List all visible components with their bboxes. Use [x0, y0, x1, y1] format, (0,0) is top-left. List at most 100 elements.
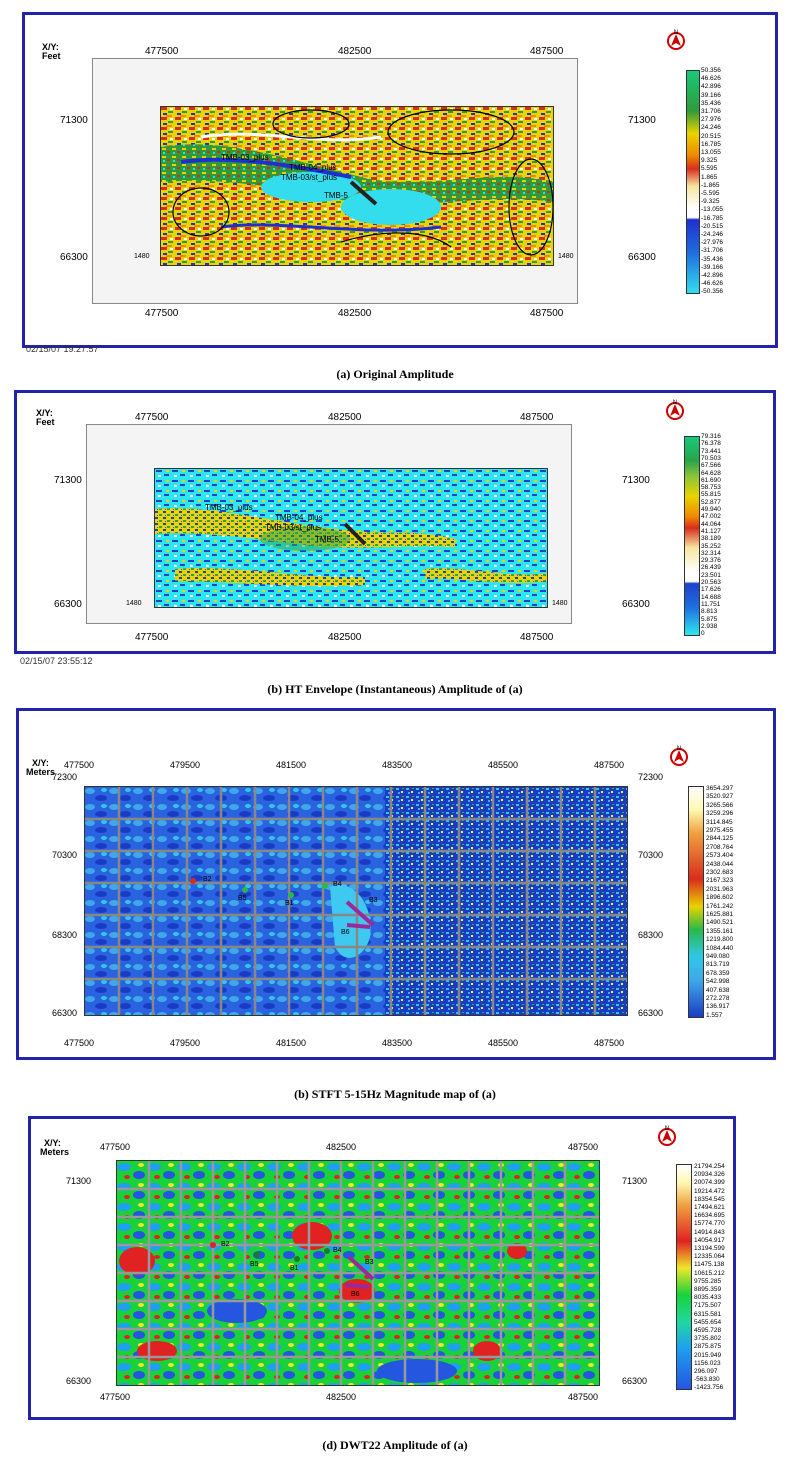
- panel-c-ytick-right-2: 70300: [638, 850, 664, 860]
- svg-text:N: N: [673, 400, 677, 406]
- panel-d-xtick-top-2: 482500: [326, 1142, 357, 1152]
- panel-c-xtick-top-6: 487500: [594, 760, 625, 770]
- panel-b-well-3: TMB-03/st_plus: [265, 523, 322, 532]
- panel-c-xtick-top-2: 479500: [170, 760, 201, 770]
- panel-d-well-5: B3: [365, 1259, 374, 1266]
- panel-d-frame: [28, 1116, 736, 1420]
- panel-a-xtick-bottom-3: 487500: [530, 308, 564, 319]
- panel-b: X/Y: Feet 477500 482500 487500 71300 663…: [8, 388, 788, 668]
- panel-b-map: TMB-03_plus TMB-04_plus TMB-03/st_plus T…: [154, 468, 548, 608]
- panel-c-colorbar: [688, 786, 704, 1018]
- panel-b-ytick-right-2: 66300: [622, 599, 650, 610]
- panel-d-well-6: B6: [351, 1291, 360, 1298]
- panel-c-well-2: B5: [238, 895, 247, 902]
- panel-b-units: Feet: [36, 417, 55, 427]
- panel-a-well-3: TMB-03/st_plus: [281, 173, 338, 182]
- panel-c-well-3: B1: [285, 900, 294, 907]
- panel-c-xtick-top-5: 485500: [488, 760, 519, 770]
- panel-b-ytick-right-1: 71300: [622, 475, 650, 486]
- panel-b-xy-label: X/Y:: [36, 408, 53, 418]
- panel-c-xy-label: X/Y:: [32, 758, 49, 768]
- panel-a-well-1: TMB-03_plus: [221, 153, 269, 162]
- north-arrow-icon: N: [668, 744, 690, 766]
- panel-b-xtick-bottom-2: 482500: [328, 632, 362, 643]
- panel-d-xtick-bottom-2: 482500: [326, 1392, 357, 1402]
- panel-a-ytick-left-2: 66300: [60, 252, 88, 263]
- panel-a-xtick-top-3: 487500: [530, 46, 564, 57]
- panel-c-map-texture: [85, 787, 627, 1015]
- panel-b-xtick-top-2: 482500: [328, 412, 362, 423]
- panel-c-well-1: B2: [203, 876, 212, 883]
- panel-d-well-1: B2: [221, 1241, 230, 1248]
- panel-d-xy-label: X/Y:: [44, 1138, 61, 1148]
- panel-a-colorbar: [686, 70, 700, 294]
- caption-c: (b) STFT 5-15Hz Magnitude map of (a): [294, 1087, 496, 1101]
- panel-b-xtick-top-1: 477500: [135, 412, 169, 423]
- panel-b-timestamp: 02/15/07 23:55:12: [20, 656, 93, 666]
- panel-d-xtick-top-3: 487500: [568, 1142, 599, 1152]
- panel-d-map: B2 B5 B1 B4 B3 B6: [116, 1160, 600, 1386]
- panel-d-xtick-top-1: 477500: [100, 1142, 131, 1152]
- north-arrow-icon: N: [665, 28, 687, 50]
- svg-text:N: N: [665, 1126, 669, 1132]
- panel-d-xtick-bottom-3: 487500: [568, 1392, 599, 1402]
- caption-b: (b) HT Envelope (Instantaneous) Amplitud…: [267, 682, 523, 696]
- panel-a-xtick-top-2: 482500: [338, 46, 372, 57]
- panel-a-colorbar-labels: 50.356 46.626 42.896 39.166 35.436 31.70…: [701, 67, 724, 296]
- panel-a-xtick-bottom-2: 482500: [338, 308, 372, 319]
- panel-d-units: Meters: [40, 1147, 70, 1157]
- panel-b-colorbar: [684, 436, 700, 636]
- panel-c-ytick-left-2: 70300: [52, 850, 78, 860]
- panel-b-xtick-bottom-3: 487500: [520, 632, 554, 643]
- panel-d-well-2: B5: [250, 1261, 259, 1268]
- panel-c-frame: [16, 708, 776, 1060]
- panel-b-well-2: TMB-04_plus: [275, 513, 323, 522]
- panel-a-map-texture: [161, 107, 553, 265]
- panel-d: X/Y: Meters 477500 482500 487500 71300 6…: [8, 1114, 788, 1430]
- panel-c-ytick-right-4: 66300: [638, 1008, 664, 1018]
- panel-a-xtick-top-1: 477500: [145, 46, 179, 57]
- north-arrow-icon: N: [664, 398, 686, 420]
- panel-c-units: Meters: [26, 767, 56, 777]
- panel-c: X/Y: Meters 477500 479500 481500 483500 …: [8, 706, 788, 1062]
- panel-a-frame: [22, 12, 778, 348]
- svg-text:N: N: [677, 746, 681, 752]
- panel-a-ytick-right-2: 66300: [628, 252, 656, 263]
- panel-a-well-4: TMB-5: [324, 191, 348, 200]
- north-label: N: [674, 30, 678, 36]
- panel-c-ytick-left-3: 68300: [52, 930, 78, 940]
- panel-d-ytick-left-1: 71300: [66, 1176, 92, 1186]
- panel-c-xtick-bottom-3: 481500: [276, 1038, 307, 1048]
- panel-c-xtick-bottom-6: 487500: [594, 1038, 625, 1048]
- panel-c-xtick-bottom-1: 477500: [64, 1038, 95, 1048]
- panel-a-xy-label: X/Y:: [42, 42, 59, 52]
- panel-c-xtick-top-4: 483500: [382, 760, 413, 770]
- panel-a-timestamp: 02/15/07 19:27:57: [26, 344, 99, 354]
- panel-d-colorbar-labels: 21794.254 20934.326 20074.399 19214.472 …: [694, 1163, 725, 1392]
- caption-a: (a) Original Amplitude: [336, 367, 454, 381]
- panel-d-ytick-right-1: 71300: [622, 1176, 648, 1186]
- panel-b-corner-left: 1480: [126, 600, 142, 607]
- panel-a-units: Feet: [42, 51, 61, 61]
- panel-d-well-3: B1: [290, 1265, 299, 1272]
- panel-a-well-2: TMB-04_plus: [289, 163, 337, 172]
- panel-a-map: TMB-03_plus TMB-04_plus TMB-03/st_plus T…: [160, 106, 554, 266]
- panel-c-well-6: B6: [341, 929, 350, 936]
- panel-c-well-5: B3: [369, 897, 378, 904]
- panel-a-xtick-bottom-1: 477500: [145, 308, 179, 319]
- panel-c-well-4: B4: [333, 881, 342, 888]
- panel-c-colorbar-labels: 3654.297 3520.927 3265.566 3259.296 3114…: [706, 785, 734, 1019]
- panel-b-well-4: TMB-5: [315, 535, 339, 544]
- panel-d-ytick-right-2: 66300: [622, 1376, 648, 1386]
- panel-b-map-texture: [155, 469, 547, 607]
- panel-d-map-texture: [117, 1161, 599, 1385]
- panel-a-corner-right: 1480: [558, 253, 574, 260]
- panel-d-colorbar: [676, 1164, 692, 1390]
- panel-a: X/Y: Feet 477500 482500 487500 71300 663…: [8, 6, 788, 356]
- panel-b-ytick-left-1: 71300: [54, 475, 82, 486]
- panel-c-xtick-bottom-4: 483500: [382, 1038, 413, 1048]
- caption-d: (d) DWT22 Amplitude of (a): [322, 1438, 468, 1452]
- panel-b-xtick-top-3: 487500: [520, 412, 554, 423]
- north-arrow-icon: N: [656, 1124, 678, 1146]
- panel-d-ytick-left-2: 66300: [66, 1376, 92, 1386]
